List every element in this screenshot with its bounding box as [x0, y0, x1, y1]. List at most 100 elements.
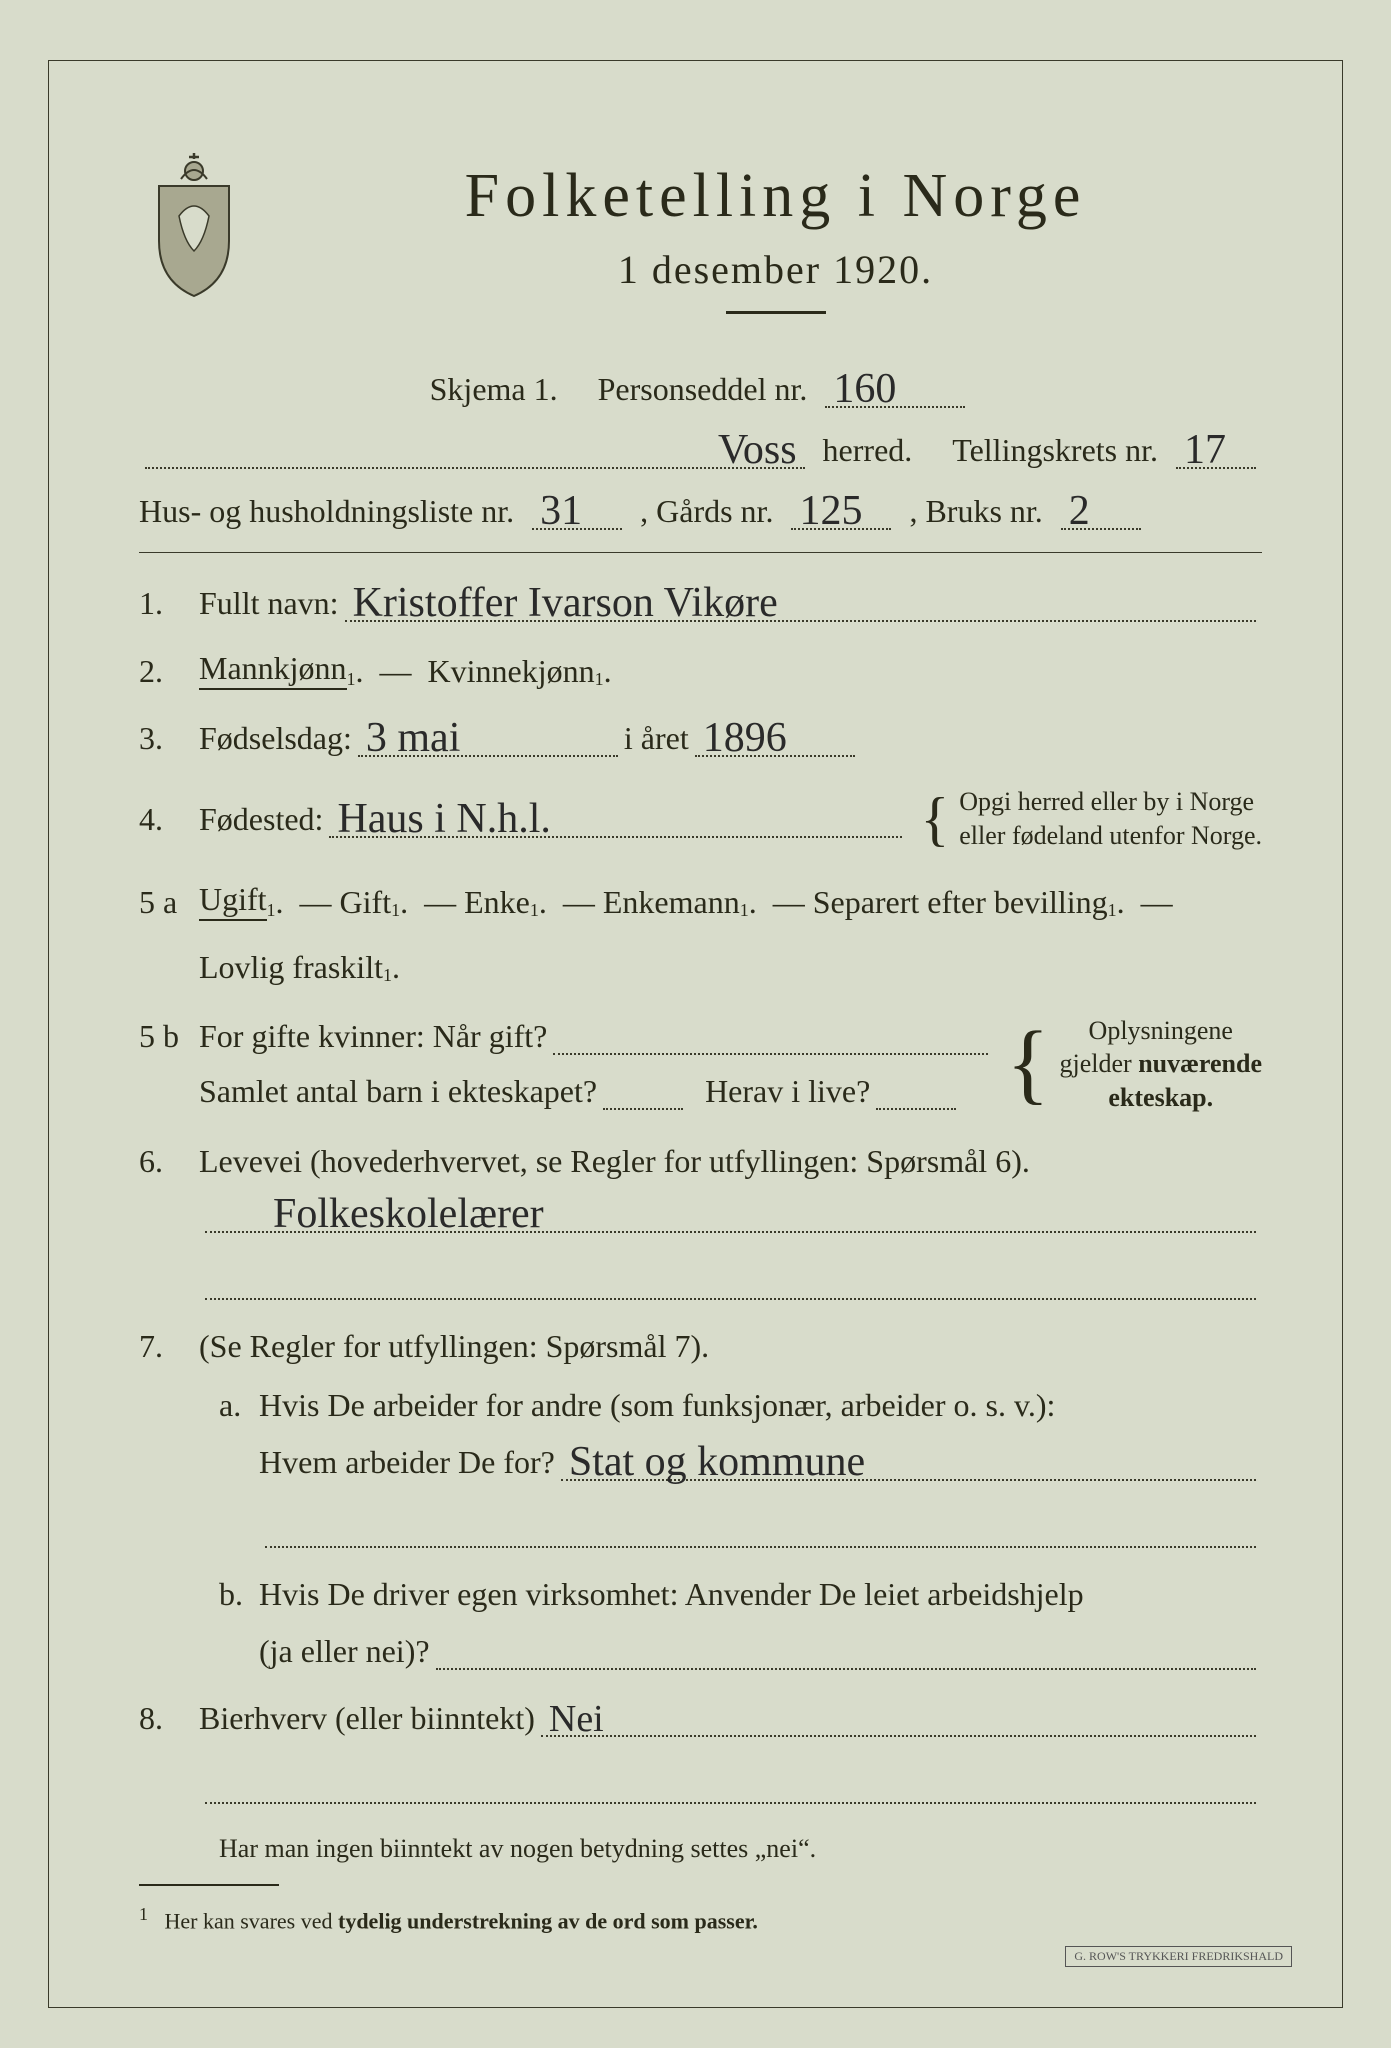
q8-blank [139, 1765, 1262, 1804]
q4-hint2: eller fødeland utenfor Norge. [959, 819, 1262, 853]
q2-kvinne: Kvinnekjønn [428, 653, 595, 690]
bottom-note: Har man ingen biinntekt av nogen betydni… [219, 1834, 1262, 1864]
q4-value: Haus i N.h.l. [337, 796, 551, 842]
q5a-separert: Separert efter bevilling [813, 884, 1108, 921]
personseddel-label: Personseddel nr. [598, 371, 808, 408]
q7b-label1: Hvis De driver egen virksomhet: Anvender… [259, 1576, 1084, 1613]
q7a-num: a. [199, 1387, 259, 1424]
q7b-num: b. [199, 1576, 259, 1613]
document-page: Folketelling i Norge 1 desember 1920. Sk… [0, 0, 1391, 2048]
q8-label: Bierhverv (eller biinntekt) [199, 1700, 535, 1737]
q7a-label2: Hvem arbeider De for? [259, 1444, 555, 1481]
q7a-blank [139, 1509, 1262, 1548]
q4-row: 4. Fødested: Haus i N.h.l. { Opgi herred… [139, 785, 1262, 853]
q5a-lovlig: Lovlig fraskilt [199, 949, 383, 986]
q5b-hint3: ekteskap. [1060, 1081, 1262, 1115]
q5a-row: 5 a Ugift1. — Gift1. — Enke1. — Enkemann… [139, 881, 1262, 921]
q5b-hint: { Oplysningene gjelder nuværende ekteska… [1006, 1014, 1262, 1115]
q5b-label3: Herav i live? [705, 1073, 870, 1110]
footnote-text-b: tydelig understrekning av de ord som pas… [338, 1908, 758, 1933]
q7b-row: b. Hvis De driver egen virksomhet: Anven… [139, 1576, 1262, 1613]
q5a-ugift: Ugift [199, 881, 267, 921]
q6-row: 6. Levevei (hovederhvervet, se Regler fo… [139, 1143, 1262, 1180]
q7a-row: a. Hvis De arbeider for andre (som funks… [139, 1387, 1262, 1424]
q6-label: Levevei (hovederhvervet, se Regler for u… [199, 1143, 1030, 1180]
header: Folketelling i Norge 1 desember 1920. [139, 151, 1262, 349]
herred-label: herred. [823, 432, 913, 469]
q8-row: 8. Bierhverv (eller biinntekt) Nei [139, 1698, 1262, 1737]
page-title: Folketelling i Norge [289, 161, 1262, 232]
title-block: Folketelling i Norge 1 desember 1920. [289, 161, 1262, 349]
q5a-enke: Enke [464, 884, 530, 921]
q1-num: 1. [139, 585, 199, 622]
q7-num: 7. [139, 1328, 199, 1365]
q3-label: Fødselsdag: [199, 720, 352, 757]
q1-row: 1. Fullt navn: Kristoffer Ivarson Vikøre [139, 583, 1262, 622]
tellingskrets-label: Tellingskrets nr. [952, 432, 1158, 469]
q4-label: Fødested: [199, 801, 323, 838]
q7a-value: Stat og kommune [569, 1439, 865, 1485]
q6-blank-row [139, 1261, 1262, 1300]
q3-day: 3 mai [366, 715, 460, 761]
q3-row: 3. Fødselsdag: 3 mai i året 1896 [139, 718, 1262, 757]
q5a-enkemann: Enkemann [603, 884, 740, 921]
hus-label: Hus- og husholdningsliste nr. [139, 493, 514, 530]
q3-year: 1896 [703, 715, 787, 761]
printer-stamp: G. ROW'S TRYKKERI FREDRIKSHALD [1065, 1946, 1292, 1967]
q7b-label2: (ja eller nei)? [259, 1633, 430, 1670]
q2-dash: — [380, 653, 412, 690]
schema-line: Skjema 1. Personseddel nr. 160 [139, 369, 1262, 408]
footnote-num: 1 [139, 1904, 148, 1924]
q4-hint1: Opgi herred eller by i Norge [959, 785, 1262, 819]
q4-hint: { Opgi herred eller by i Norge eller fød… [920, 785, 1262, 853]
q5b-hint2: gjelder nuværende [1060, 1047, 1262, 1081]
section-divider [139, 552, 1262, 554]
herred-name: Voss [718, 427, 797, 473]
page-subtitle: 1 desember 1920. [289, 246, 1262, 293]
q5a-row2: Lovlig fraskilt1. [139, 949, 1262, 986]
hus-nr: 31 [540, 488, 582, 534]
q8-value: Nei [549, 1698, 604, 1740]
q3-num: 3. [139, 720, 199, 757]
footnote-divider [139, 1884, 279, 1886]
q1-label: Fullt navn: [199, 585, 339, 622]
q5a-num: 5 a [139, 884, 199, 921]
bruks-nr: 2 [1069, 488, 1090, 534]
title-divider [726, 311, 826, 314]
q7-label: (Se Regler for utfyllingen: Spørsmål 7). [199, 1328, 709, 1365]
coat-of-arms-icon [139, 151, 249, 301]
q5a-gift: Gift [340, 884, 392, 921]
q7a-label1: Hvis De arbeider for andre (som funksjon… [259, 1387, 1055, 1424]
gards-label: , Gårds nr. [640, 493, 773, 530]
q7b-row2: (ja eller nei)? [139, 1631, 1262, 1670]
q6-value: Folkeskolelærer [273, 1191, 544, 1237]
gards-nr: 125 [799, 488, 862, 534]
bruks-label: , Bruks nr. [909, 493, 1042, 530]
brace-icon: { [1006, 1019, 1049, 1109]
q8-num: 8. [139, 1700, 199, 1737]
q6-value-row: Folkeskolelærer [139, 1194, 1262, 1233]
q7a-row2: Hvem arbeider De for? Stat og kommune [139, 1442, 1262, 1481]
q6-num: 6. [139, 1143, 199, 1180]
q5b-label2: Samlet antal barn i ekteskapet? [199, 1073, 597, 1110]
q5b-label1: For gifte kvinner: Når gift? [199, 1018, 547, 1055]
page-border: Folketelling i Norge 1 desember 1920. Sk… [48, 60, 1343, 2008]
q2-mann: Mannkjønn [199, 650, 347, 690]
q2-row: 2. Mannkjønn1. — Kvinnekjønn1. [139, 650, 1262, 690]
footnote: 1 Her kan svares ved tydelig understrekn… [139, 1904, 1262, 1934]
q1-value: Kristoffer Ivarson Vikøre [353, 580, 778, 626]
q7-row: 7. (Se Regler for utfyllingen: Spørsmål … [139, 1328, 1262, 1365]
q5b-hint1: Oplysningene [1060, 1014, 1262, 1048]
herred-line: Voss herred. Tellingskrets nr. 17 [139, 430, 1262, 469]
tellingskrets-nr: 17 [1184, 427, 1226, 473]
q2-num: 2. [139, 653, 199, 690]
q3-year-label: i året [624, 720, 689, 757]
schema-label: Skjema 1. [430, 371, 558, 408]
q5b-num: 5 b [139, 1018, 199, 1055]
q5b-row: 5 b For gifte kvinner: Når gift? Samlet … [139, 1014, 1262, 1115]
footnote-text-a: Her kan svares ved [165, 1908, 339, 1933]
brace-icon: { [920, 789, 949, 849]
q4-num: 4. [139, 801, 199, 838]
husliste-line: Hus- og husholdningsliste nr. 31 , Gårds… [139, 491, 1262, 530]
personseddel-nr: 160 [833, 366, 896, 412]
